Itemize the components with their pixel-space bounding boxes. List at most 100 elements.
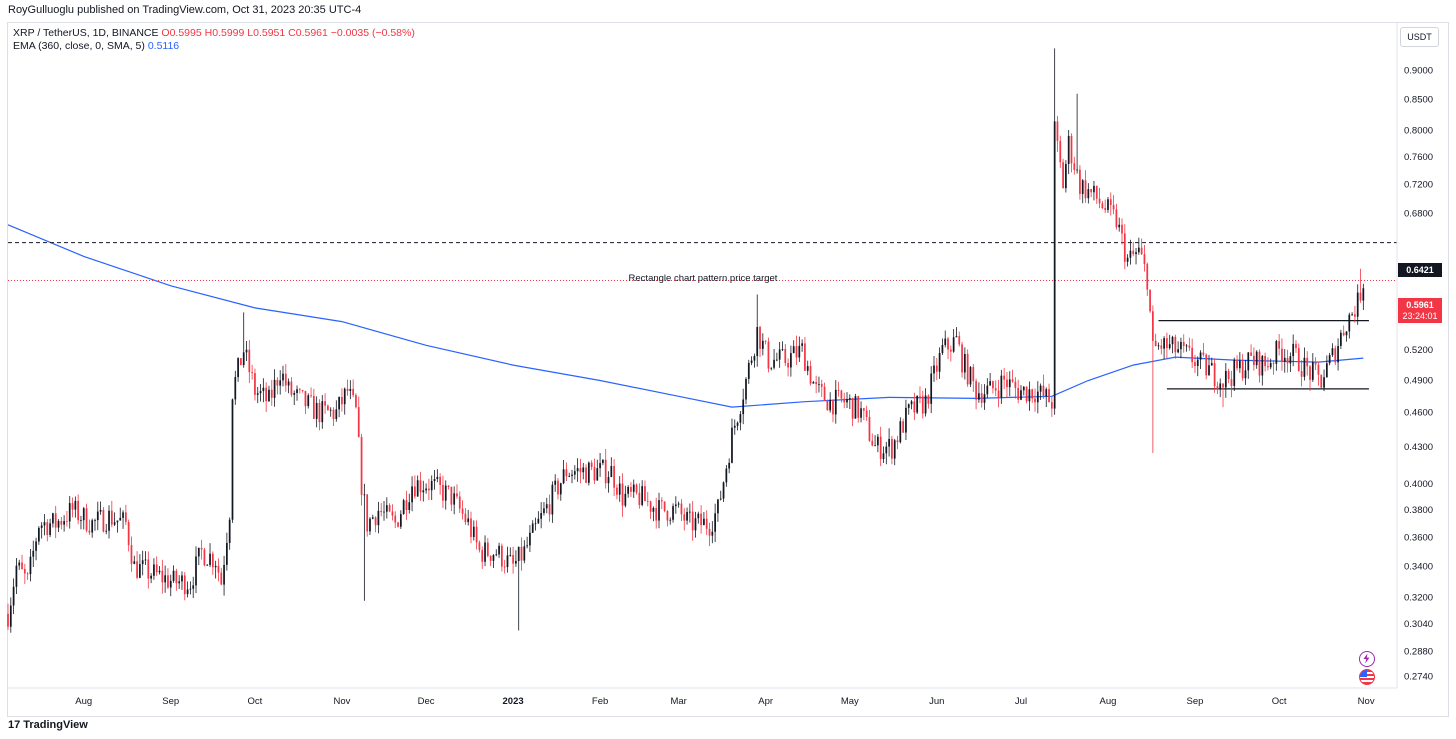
candle-body: [868, 417, 871, 441]
candle-body: [517, 546, 520, 561]
candle-body: [1006, 379, 1008, 388]
candle-body: [408, 502, 411, 510]
candle-body: [1045, 389, 1048, 397]
candle-body: [848, 398, 851, 400]
candle-body: [1101, 203, 1104, 209]
candle-body: [865, 410, 868, 418]
candle-body: [627, 486, 630, 494]
candle-body: [268, 389, 270, 402]
candle-body: [899, 421, 902, 443]
candle-body: [543, 508, 545, 514]
candle-body: [1140, 247, 1143, 255]
candle-body: [1171, 336, 1174, 345]
candle-body: [1003, 375, 1006, 380]
candle-body: [265, 387, 268, 402]
ema-label[interactable]: EMA (360, close, 0, SMA, 5): [13, 40, 145, 52]
candle-body: [902, 421, 905, 433]
candle-body: [604, 459, 607, 484]
candle-body: [590, 462, 593, 468]
candle-body: [742, 399, 745, 415]
candle-body: [529, 532, 531, 546]
candle-body: [573, 471, 576, 475]
ema-value: 0.5116: [147, 40, 180, 52]
candle-body: [731, 427, 733, 463]
candle-body: [980, 393, 983, 403]
candle-body: [197, 547, 200, 557]
candle-body: [214, 565, 217, 568]
candle-body: [1258, 351, 1261, 376]
candle-body: [1031, 389, 1034, 399]
candle-body: [534, 523, 537, 525]
candle-body: [812, 382, 815, 384]
candle-body: [49, 523, 51, 535]
candle-body: [596, 468, 599, 481]
candle-body: [1345, 331, 1348, 336]
candle-body: [23, 569, 26, 574]
candle-body: [357, 407, 360, 437]
currency-button[interactable]: USDT: [1400, 27, 1439, 47]
candle-body: [947, 338, 949, 350]
candle-body: [478, 542, 481, 551]
candle-body: [660, 500, 663, 502]
candle-body: [1048, 389, 1050, 403]
candle-body: [1000, 375, 1003, 398]
candle-body: [523, 546, 526, 561]
candle-body: [818, 384, 820, 385]
candle-body: [1269, 363, 1272, 368]
candle-body: [938, 353, 941, 372]
candle-body: [826, 400, 829, 411]
candle-body: [579, 468, 582, 473]
candle-body: [1306, 357, 1309, 367]
candle-body: [475, 526, 478, 543]
candle-body: [169, 580, 172, 588]
x-tick-label: Aug: [75, 696, 92, 707]
candle-body: [635, 484, 638, 493]
candle-body: [815, 382, 818, 385]
candle-body: [1227, 370, 1230, 380]
candle-body: [1079, 169, 1081, 194]
candle-body: [453, 493, 456, 505]
lightning-icon[interactable]: [1359, 651, 1375, 667]
candle-body: [399, 514, 402, 527]
candle-body: [211, 553, 214, 568]
candle-body: [12, 586, 15, 606]
candle-body: [775, 359, 778, 361]
candle-body: [874, 445, 876, 447]
candle-body: [1213, 363, 1216, 387]
candle-body: [585, 467, 587, 483]
candle-body: [192, 585, 195, 589]
tradingview-logo[interactable]: 17 TradingView: [8, 719, 88, 731]
candle-body: [554, 480, 557, 485]
candle-body: [1109, 199, 1112, 205]
candle-body: [130, 545, 133, 564]
candle-body: [1177, 349, 1179, 353]
candle-body: [360, 436, 363, 495]
candle-body: [282, 373, 284, 381]
candle-body: [759, 326, 761, 349]
candle-body: [287, 381, 290, 386]
candle-body: [371, 517, 374, 519]
candle-body: [969, 367, 972, 385]
candle-body: [324, 401, 326, 406]
candle-body: [442, 484, 444, 501]
candle-body: [307, 395, 310, 407]
candle-body: [1297, 348, 1300, 372]
ema-line: [7, 224, 1364, 408]
y-tick-label: 0.5200: [1404, 345, 1433, 356]
candle-body: [248, 349, 251, 373]
candle-body: [672, 506, 674, 520]
candle-body: [481, 550, 484, 562]
symbol-label[interactable]: XRP / TetherUS, 1D, BINANCE: [13, 27, 159, 39]
candle-body: [1107, 199, 1109, 210]
candle-body: [237, 358, 239, 378]
candle-body: [649, 501, 652, 512]
target-price-tag: 0.6421: [1398, 263, 1442, 277]
x-tick-label: Oct: [1272, 696, 1287, 707]
candle-body: [764, 340, 767, 342]
y-tick-label: 0.3400: [1404, 562, 1433, 573]
us-flag-icon[interactable]: [1359, 669, 1375, 685]
candle-body: [1244, 370, 1247, 379]
candle-body: [231, 399, 234, 520]
candle-body: [616, 487, 618, 495]
